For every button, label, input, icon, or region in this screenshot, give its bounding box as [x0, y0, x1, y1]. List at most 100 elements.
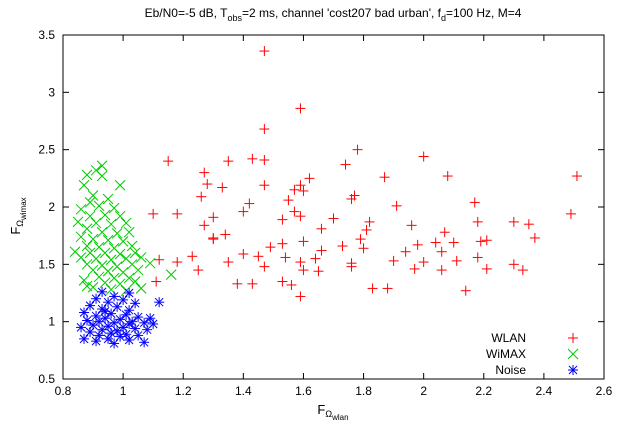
marker-stroke [93, 271, 105, 283]
data-point-wimax [129, 247, 141, 259]
data-point-wimax [87, 190, 99, 201]
data-point-wimax [165, 269, 177, 281]
marker-stroke [99, 209, 111, 221]
marker-stroke [103, 297, 113, 307]
y-tick-label: 2 [48, 200, 55, 214]
data-point-noise [94, 316, 105, 327]
data-point-wlan [367, 283, 378, 294]
legend-marker-noise [568, 365, 578, 375]
data-point-noise [85, 300, 96, 311]
data-point-noise [91, 293, 102, 304]
data-point-wimax [111, 228, 123, 239]
data-point-wlan [277, 276, 288, 287]
marker-stroke [118, 295, 128, 305]
data-point-wimax [105, 218, 117, 230]
marker-stroke [121, 310, 131, 320]
data-point-wlan [418, 257, 429, 268]
data-point-wlan [517, 265, 528, 276]
data-point-wlan [481, 235, 492, 246]
data-point-wlan [295, 103, 306, 114]
data-point-wlan [529, 232, 540, 243]
data-point-wlan [295, 291, 306, 302]
data-point-wlan [259, 180, 270, 191]
data-point-wlan [298, 185, 309, 196]
data-point-wlan [406, 220, 417, 231]
title-part-1: Eb/N0=-5 dB, T [145, 6, 228, 20]
marker-stroke [84, 197, 96, 208]
data-point-noise [139, 337, 150, 348]
data-point-noise [97, 286, 108, 297]
marker-stroke [109, 318, 119, 328]
data-point-wimax [99, 209, 111, 221]
x-tick-label: 1 [120, 384, 127, 398]
data-point-wimax [87, 264, 99, 276]
marker-stroke [87, 190, 99, 201]
marker-stroke [79, 308, 89, 317]
y-axis-title-subsub: wimax [19, 197, 28, 221]
data-point-wimax [120, 217, 132, 229]
x-axis-title-sub: Ω [325, 409, 332, 419]
marker-stroke [94, 317, 104, 327]
marker-stroke [81, 169, 93, 181]
data-point-wlan [340, 159, 351, 170]
data-point-wimax [105, 254, 117, 266]
data-point-wimax [96, 160, 108, 172]
data-point-wlan [472, 216, 483, 227]
data-point-wlan [460, 285, 471, 296]
data-point-wlan [565, 208, 576, 219]
data-point-wlan [259, 154, 270, 165]
data-point-wlan [253, 251, 264, 262]
data-point-noise [154, 297, 165, 308]
marker-stroke [100, 313, 110, 323]
data-point-wlan [172, 257, 183, 268]
data-point-wlan [259, 46, 270, 57]
data-point-wlan [280, 252, 291, 263]
marker-stroke [108, 272, 120, 284]
data-point-wlan [298, 265, 309, 276]
data-point-wlan [208, 212, 219, 223]
marker-stroke [93, 241, 105, 253]
marker-stroke [139, 337, 149, 347]
x-tick-label: 2.6 [596, 384, 613, 398]
marker-stroke [82, 316, 92, 325]
x-axis-title-subsub: wlan [331, 413, 348, 422]
y-tick-label: 3 [48, 85, 55, 99]
data-point-wlan [232, 278, 243, 289]
marker-stroke [111, 261, 123, 272]
marker-stroke [115, 315, 125, 324]
data-point-noise [127, 316, 138, 327]
marker-stroke [81, 280, 93, 292]
x-tick-label: 1.4 [235, 384, 252, 398]
data-point-wlan [400, 246, 411, 257]
marker-stroke [96, 260, 108, 271]
data-point-wimax [96, 170, 108, 182]
title-sub-obs: obs [227, 13, 242, 23]
data-point-wimax [81, 240, 93, 252]
marker-stroke [96, 226, 108, 238]
marker-stroke [111, 228, 123, 239]
data-point-wlan [199, 167, 210, 178]
data-point-noise [103, 297, 114, 308]
marker-stroke [112, 302, 122, 312]
marker-stroke [75, 203, 87, 215]
chart-title: Eb/N0=-5 dB, Tobs=2 ms, channel 'cost207… [145, 6, 522, 23]
marker-stroke [79, 334, 89, 344]
marker-stroke [568, 365, 578, 375]
marker-stroke [117, 267, 129, 278]
marker-stroke [84, 247, 96, 259]
data-point-wimax [114, 210, 126, 222]
data-point-wlan [352, 144, 363, 155]
data-point-wimax [102, 193, 114, 205]
data-point-wlan [418, 151, 429, 162]
title-sub-d: d [441, 13, 446, 23]
data-point-wlan [244, 198, 255, 209]
data-point-wimax [81, 280, 93, 292]
marker-stroke [120, 285, 132, 297]
title-part-3: =100 Hz, M=4 [446, 6, 522, 20]
marker-stroke [126, 258, 138, 270]
data-point-wimax [99, 277, 111, 289]
data-point-wlan [247, 278, 258, 289]
y-tick-label: 0.5 [38, 372, 55, 386]
y-tick-label: 1.5 [38, 257, 55, 271]
data-point-wlan [223, 257, 234, 268]
